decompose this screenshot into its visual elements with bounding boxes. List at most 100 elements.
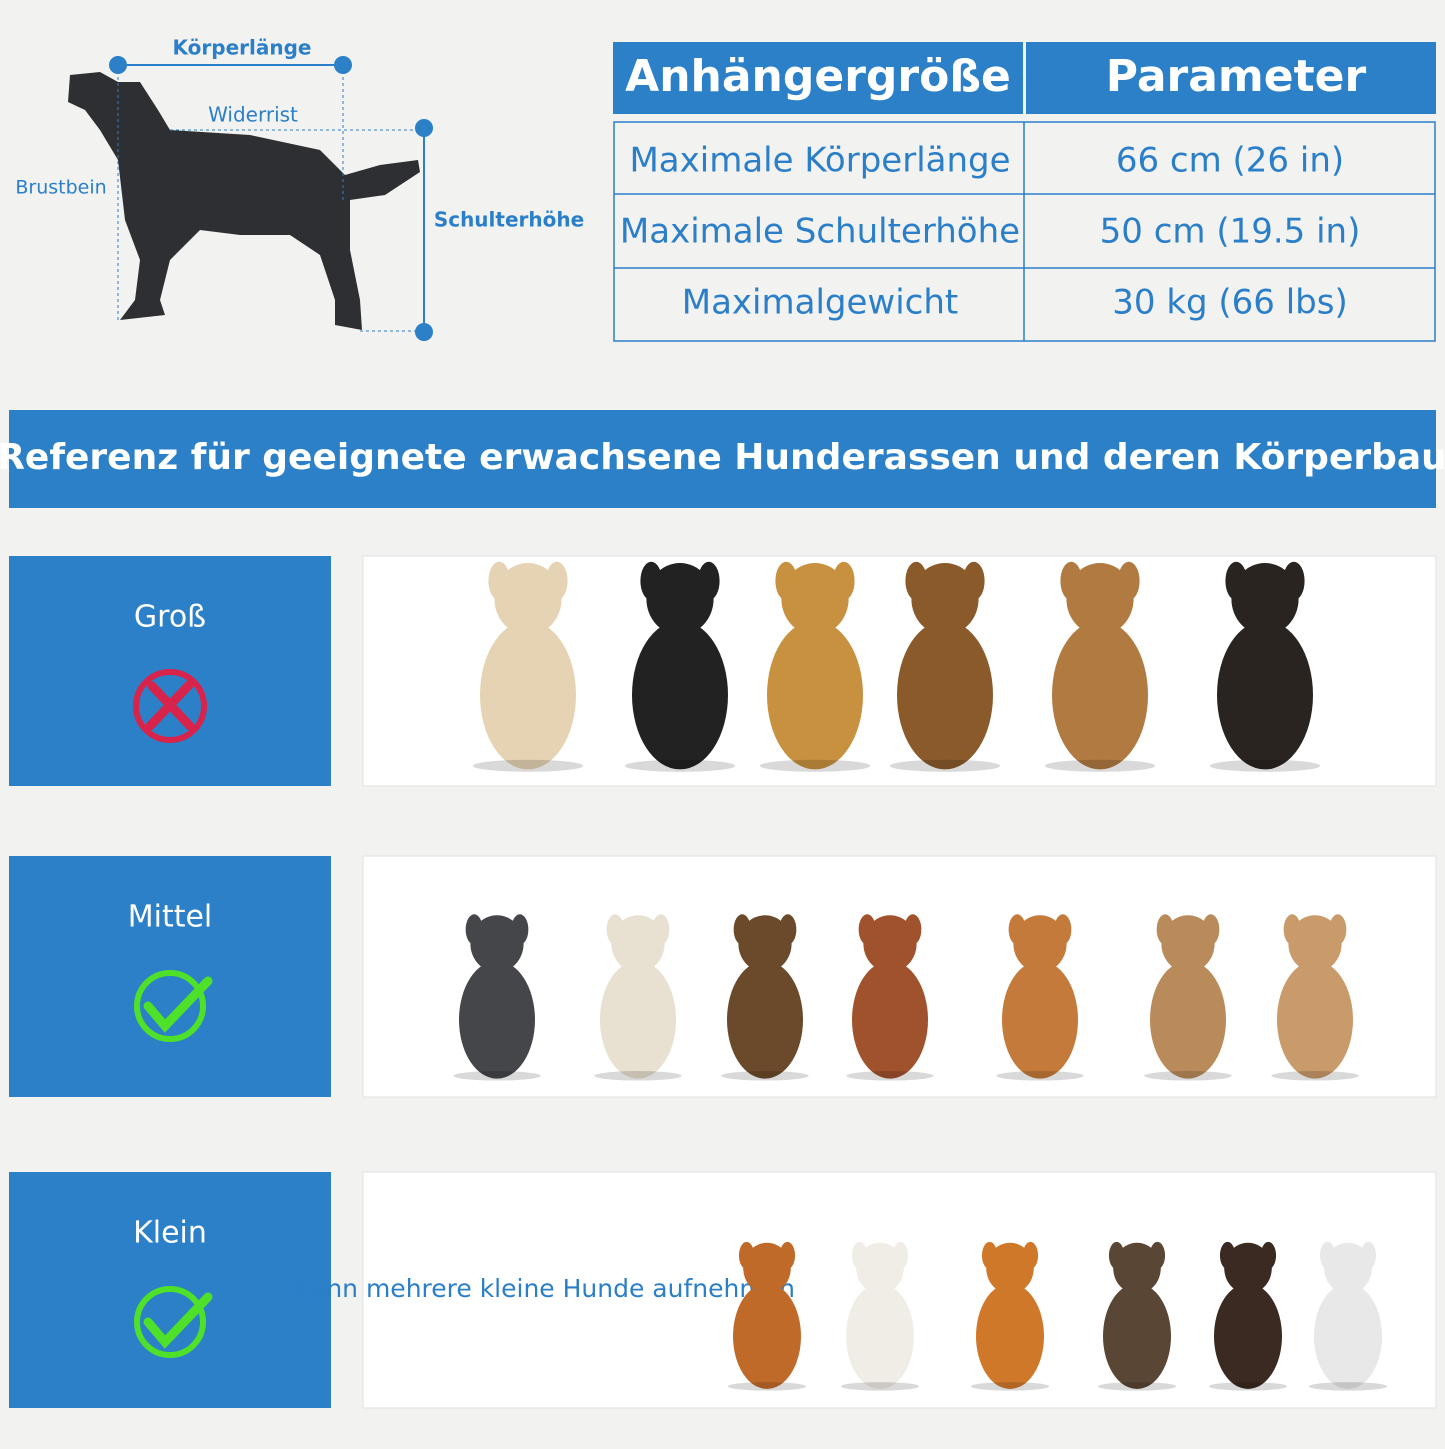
dog-photo (1044, 561, 1156, 772)
dog-body (1214, 1283, 1282, 1389)
dog-head (1288, 915, 1342, 973)
dog-body (480, 620, 576, 770)
dog-shadow (759, 759, 871, 772)
row-label: Maximale Körperlänge (629, 141, 1010, 181)
dog-shadow (727, 1382, 807, 1391)
dog-photo (1209, 561, 1321, 772)
banner (9, 410, 1436, 508)
dog-head (1113, 1242, 1161, 1294)
dog-body (632, 620, 728, 770)
dog-photo (889, 561, 1001, 772)
dog-ear (511, 914, 529, 945)
dog-photo (1271, 914, 1359, 1081)
dog-ear (1060, 561, 1082, 601)
dog-photo (1308, 1241, 1388, 1391)
dog-body (976, 1283, 1044, 1389)
dog-body (1150, 960, 1226, 1079)
dog-ear (1219, 1241, 1236, 1270)
dog-ear (1108, 1241, 1125, 1270)
measure-dots (109, 56, 433, 341)
dog-shadow (1044, 759, 1156, 772)
dog-ear (963, 561, 985, 601)
spec-table: Anhängergröße Parameter Maximale Körperl… (613, 42, 1436, 342)
dog-body (1002, 960, 1078, 1079)
dog-head (1231, 563, 1299, 635)
banner-title: Referenz für geeignete erwachsene Hunder… (0, 437, 1445, 478)
withers-label: Widerrist (208, 103, 298, 127)
row-value: 30 kg (66 lbs) (1112, 283, 1348, 323)
dog-head (1224, 1242, 1272, 1294)
row-label: Maximalgewicht (682, 283, 958, 323)
dog-ear (981, 1241, 998, 1270)
size-box (9, 856, 331, 1097)
table-rows: Maximale Körperlänge 66 cm (26 in) Maximal… (620, 141, 1360, 323)
dog-photo (1144, 914, 1232, 1081)
dog-ear (858, 914, 876, 945)
dog-shadow (472, 759, 584, 772)
dog-body (459, 960, 535, 1079)
dog-shadow (1209, 759, 1321, 772)
row-value: 50 cm (19.5 in) (1100, 212, 1361, 252)
dog-photo (996, 914, 1084, 1081)
dog-ear (1008, 914, 1026, 945)
dog-body (897, 620, 993, 770)
dog-ear (904, 914, 922, 945)
dog-head (1013, 915, 1067, 973)
dog-head (986, 1242, 1034, 1294)
dog-body (1314, 1283, 1382, 1389)
dog-body (733, 1283, 801, 1389)
dog-photo (727, 1241, 807, 1391)
dog-photo (472, 561, 584, 772)
dog-shadow (846, 1071, 934, 1081)
dog-head (863, 915, 917, 973)
header-text: Parameter (1106, 51, 1367, 102)
dog-ear (1022, 1241, 1039, 1270)
dog-photo (759, 561, 871, 772)
dog-shadow (889, 759, 1001, 772)
dog-photo (624, 561, 736, 772)
dog-diagram: Körperlänge Widerrist Brustbein Schulter… (15, 36, 584, 341)
row-value: 66 cm (26 in) (1116, 141, 1344, 181)
dog-shadow (721, 1071, 809, 1081)
dog-silhouette (68, 72, 420, 330)
dog-head (646, 563, 714, 635)
dog-shadow (594, 1071, 682, 1081)
dog-head (743, 1242, 791, 1294)
dog-head (494, 563, 562, 635)
dog-ear (1202, 914, 1220, 945)
size-label: Klein (133, 1216, 207, 1251)
dog-ear (892, 1241, 909, 1270)
dog-body (852, 960, 928, 1079)
size-label: Groß (134, 600, 206, 635)
dog-shadow (840, 1382, 920, 1391)
dog-head (856, 1242, 904, 1294)
dog-ear (1054, 914, 1072, 945)
check-icon (134, 970, 206, 1042)
dog-body (767, 620, 863, 770)
dog-shadow (1208, 1382, 1288, 1391)
dog-shadow (1308, 1382, 1388, 1391)
dog-ear (775, 561, 797, 601)
dog-head (911, 563, 979, 635)
check-icon (143, 976, 213, 1033)
dog-ear (905, 561, 927, 601)
dog-ear (1118, 561, 1140, 601)
dog-ear (698, 561, 720, 601)
cross-icon (133, 669, 207, 743)
header-text: Anhängergröße (625, 51, 1011, 102)
dog-ear (640, 561, 662, 601)
dog-head (470, 915, 524, 973)
cross-icon (145, 679, 195, 731)
dog-photo (970, 1241, 1050, 1391)
header-cell (1026, 42, 1436, 114)
dog-shadow (1271, 1071, 1359, 1081)
dog-head (738, 915, 792, 973)
check-icon (134, 1286, 206, 1358)
dog-head (611, 915, 665, 973)
dog-ear (1225, 561, 1247, 601)
dog-head (1324, 1242, 1372, 1294)
dog-body (1052, 620, 1148, 770)
dog-body (1103, 1283, 1171, 1389)
dog-ear (1360, 1241, 1377, 1270)
dog-ear (1283, 914, 1301, 945)
